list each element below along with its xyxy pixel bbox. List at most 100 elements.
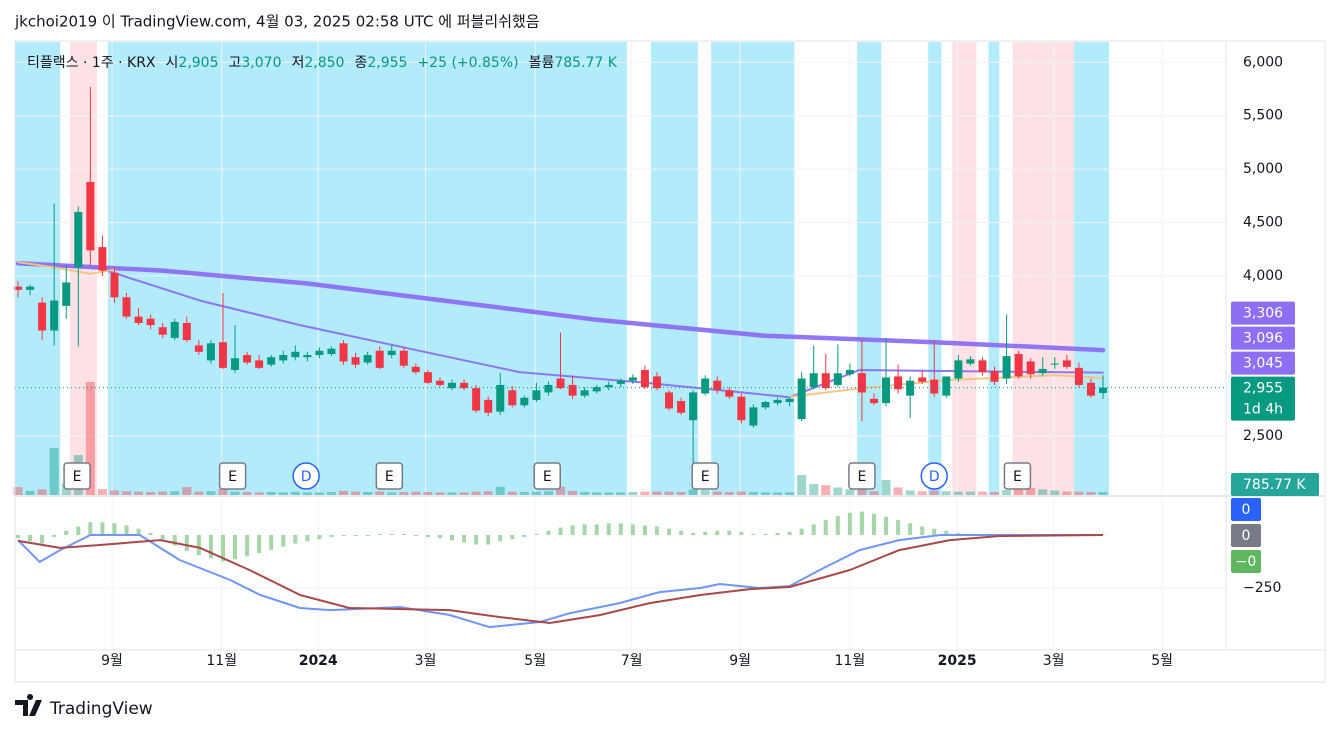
time-tick-label: 7월 [621,653,643,669]
macd-histogram-bar [88,522,93,535]
volume-bar [206,491,216,495]
ma-value-label: 3,045 [1243,356,1283,372]
candle-body [460,382,469,389]
signal-band [107,42,627,495]
volume-bar [917,491,927,495]
macd-histogram-bar [257,534,262,554]
volume-bar [543,491,553,495]
volume-bar [977,491,987,495]
volume-bar [302,492,312,495]
moving-average-line [17,263,1104,399]
macd-histogram-bar [172,534,177,546]
time-tick-label: 2024 [299,653,338,669]
time-tick-label: 3월 [1043,653,1065,669]
macd-histogram-bar [365,534,370,537]
macd-histogram-bar [606,523,611,535]
volume-bar [13,487,23,495]
candle-body [821,373,830,389]
macd-histogram-bar [510,534,515,540]
macd-badge [1231,550,1261,573]
macd-histogram-bar [691,532,696,535]
candle-body [652,376,661,389]
volume-bar [748,491,758,495]
volume-bar [809,484,819,495]
candle-body [134,316,143,323]
volume-bar [881,479,891,495]
last-price-badge [1231,376,1295,421]
candle-body [797,378,806,420]
legend: 티플랙스 · 1주 · KRX 시2,905 고3,070 저2,850 종2,955 +… [27,55,618,71]
macd-histogram-bar [823,520,828,535]
event-label: E [701,469,710,485]
macd-histogram-bar [16,534,21,539]
macd-histogram-bar [630,524,635,535]
candle-body [1050,363,1059,365]
dividend-marker [920,462,949,490]
volume-bar [25,490,35,495]
candle-body [1062,360,1071,367]
candle-body [1026,361,1035,375]
legend-value: 785.77 K [554,55,617,71]
macd-histogram-bar [293,534,298,544]
volume-bar [929,490,939,495]
volume-bar [411,491,421,495]
candle-body [351,357,360,365]
candle-body [50,300,59,331]
overlay-layer: E E D E E E E D E 티플랙스 · 1주 · KRX 시2,905 고3,070 저2,8… [15,55,1226,490]
price-tick-label: 5,500 [1243,108,1283,124]
time-tick-label: 9월 [729,653,751,669]
legend-change: +25 (+0.85%) [417,55,518,71]
volume-bar [1050,490,1060,495]
candle-body [98,247,107,271]
time-tick-label: 11월 [206,653,237,669]
volume-bar [676,491,686,495]
volume-bar [953,491,963,495]
volume-bar [278,492,288,495]
volume-bar [1026,487,1036,495]
earnings-marker [691,462,719,490]
last-price-label: 2,955 [1243,381,1283,397]
candle-body [206,343,215,361]
candle-body [1074,367,1083,385]
moving-average-line [15,260,1106,353]
candle-body [785,398,794,403]
legend-key: 종 [354,55,367,71]
candle-body [677,400,686,413]
volume-bar [1014,489,1024,495]
macd-histogram-bar [654,526,659,535]
candle-body [1014,353,1023,377]
macd-histogram-bar [220,534,225,562]
candle-body [544,384,553,393]
volume-bar [399,491,409,495]
price-tick-label: 6,000 [1243,54,1283,70]
macd-badge [1231,524,1261,547]
macd-histogram-bar [920,526,925,535]
volume-bar [941,491,951,495]
candle-body [339,343,348,362]
macd-histogram-bar [353,534,358,537]
candle-body [809,373,818,388]
volume-bar [375,491,385,495]
volume-bar [194,491,204,495]
signal-band [952,42,977,495]
candle-body [26,286,35,290]
macd-histogram-bar [763,533,768,535]
candle-body [194,345,203,352]
volume-bar [218,488,228,495]
volume-bar [905,490,915,495]
ma-value-badge [1231,351,1295,375]
macd-histogram-bar [570,525,575,535]
volume-bar [845,489,855,495]
candle-body [737,396,746,421]
macd-histogram-bar [148,532,153,535]
macd-histogram-bar [751,533,756,535]
event-label: E [228,469,237,485]
macd-histogram-bar [667,528,672,535]
candle-body [604,384,613,388]
candle-body [568,384,577,396]
candle-body [930,379,939,394]
volume-bar [290,491,300,495]
volume-bar [531,491,541,495]
volume-badge [1231,473,1319,496]
candle-body [146,318,155,326]
